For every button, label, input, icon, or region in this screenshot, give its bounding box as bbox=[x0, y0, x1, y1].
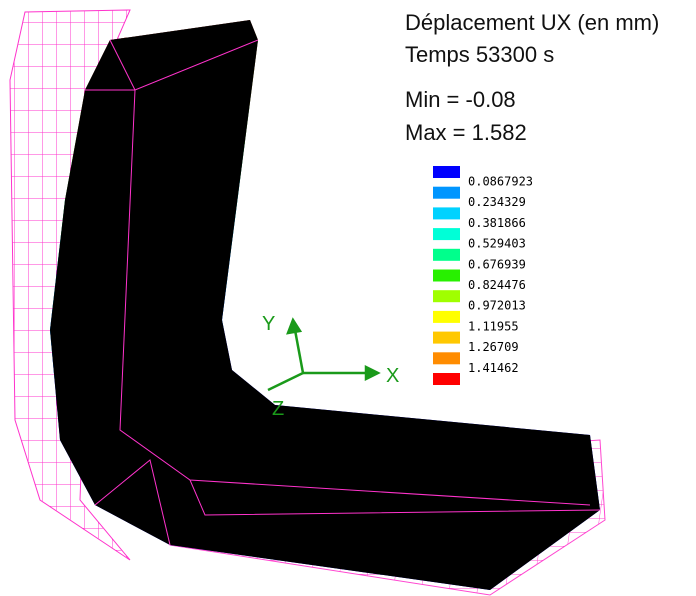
legend-swatch bbox=[433, 352, 460, 365]
legend-swatch bbox=[433, 269, 460, 282]
legend-swatch bbox=[433, 207, 460, 220]
legend-label: 0.529403 bbox=[468, 237, 526, 251]
legend-label: 0.676939 bbox=[468, 257, 526, 271]
title: Déplacement UX (en mm) bbox=[405, 10, 659, 35]
z-arrow bbox=[267, 371, 304, 392]
legend-label: 1.41462 bbox=[468, 361, 519, 375]
legend-swatch bbox=[433, 290, 460, 303]
legend-label: 1.26709 bbox=[468, 340, 519, 354]
time-label: Temps 53300 s bbox=[405, 42, 554, 67]
legend-label: 0.0867923 bbox=[468, 175, 533, 189]
max-label: Max = 1.582 bbox=[405, 120, 527, 145]
axis-triad bbox=[267, 317, 381, 392]
x-arrowhead bbox=[364, 364, 381, 382]
y-arrow bbox=[293, 329, 305, 374]
legend-label: 0.381866 bbox=[468, 216, 526, 230]
z-axis-label: Z bbox=[272, 398, 284, 420]
legend-label: 0.824476 bbox=[468, 278, 526, 292]
x-axis-label: X bbox=[386, 365, 399, 387]
legend-label: 0.234329 bbox=[468, 195, 526, 209]
legend-swatch bbox=[433, 310, 460, 323]
legend-swatch bbox=[433, 373, 460, 385]
y-axis-label: Y bbox=[262, 313, 275, 335]
mesh-lines bbox=[50, 20, 601, 590]
color-legend: 0.0867923 0.234329 0.381866 0.529403 0.67693… bbox=[433, 166, 533, 385]
min-label: Min = -0.08 bbox=[405, 87, 516, 112]
legend-swatch bbox=[433, 248, 460, 261]
legend-label: 1.11955 bbox=[468, 319, 519, 333]
y-arrowhead bbox=[286, 317, 303, 335]
legend-swatch bbox=[433, 166, 460, 178]
legend-swatch bbox=[433, 228, 460, 241]
legend-swatch bbox=[433, 186, 460, 199]
legend-swatch bbox=[433, 331, 460, 344]
legend-label: 0.972013 bbox=[468, 299, 526, 313]
